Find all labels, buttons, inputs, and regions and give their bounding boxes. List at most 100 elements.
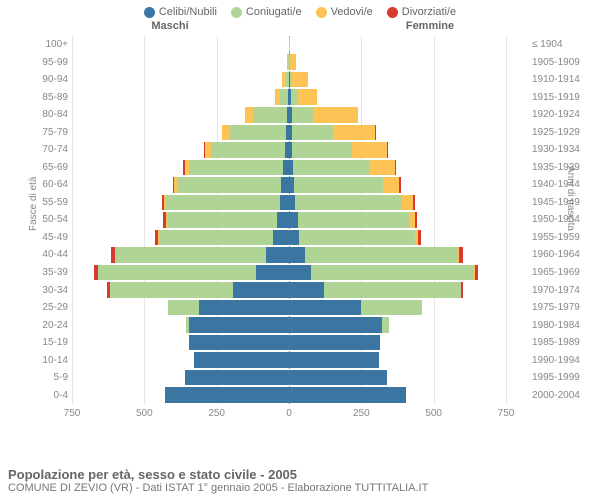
bar-row [72, 106, 506, 124]
male-half [72, 160, 289, 176]
seg-m [253, 107, 287, 123]
legend-label: Coniugati/e [246, 6, 302, 18]
seg-f [369, 160, 395, 176]
male-half [72, 387, 289, 403]
female-header: Femmine [300, 20, 600, 32]
age-label: 85-89 [38, 88, 70, 106]
seg-f [289, 247, 305, 263]
female-half [289, 317, 506, 333]
seg-f [289, 317, 382, 333]
seg-f [387, 142, 388, 158]
birth-label: 1995-1999 [530, 369, 586, 387]
seg-m [166, 195, 280, 211]
female-half [289, 142, 506, 158]
age-label: 35-39 [38, 264, 70, 282]
legend-swatch [231, 7, 242, 18]
bar-row [72, 88, 506, 106]
seg-f [289, 300, 361, 316]
birth-label: 1940-1944 [530, 176, 586, 194]
age-label: 90-94 [38, 71, 70, 89]
male-half [72, 282, 289, 298]
x-tick: 500 [425, 408, 442, 419]
bar-row [72, 159, 506, 177]
seg-f [289, 265, 311, 281]
legend-swatch [387, 7, 398, 18]
male-half [72, 37, 289, 53]
male-half [72, 142, 289, 158]
seg-m [98, 265, 256, 281]
age-label: 40-44 [38, 246, 70, 264]
age-label: 100+ [38, 36, 70, 54]
birth-label: 1975-1979 [530, 299, 586, 317]
age-label: 75-79 [38, 124, 70, 142]
age-label: 30-34 [38, 281, 70, 299]
seg-m [168, 212, 278, 228]
footer-subtitle: COMUNE DI ZEVIO (VR) - Dati ISTAT 1° gen… [8, 482, 592, 494]
seg-f [415, 212, 417, 228]
female-half [289, 107, 506, 123]
seg-m [280, 195, 289, 211]
bar-row [72, 229, 506, 247]
seg-f [461, 282, 463, 298]
gender-row: Maschi Femmine [0, 18, 600, 36]
male-half [72, 72, 289, 88]
y-left-labels: 0-45-910-1415-1920-2425-2930-3435-3940-4… [38, 36, 70, 404]
seg-f [399, 177, 401, 193]
bar-row [72, 386, 506, 404]
x-tick: 750 [64, 408, 81, 419]
seg-f [459, 247, 463, 263]
age-label: 20-24 [38, 316, 70, 334]
male-header: Maschi [0, 20, 300, 32]
birth-label: 1920-1924 [530, 106, 586, 124]
birth-label: 1950-1954 [530, 211, 586, 229]
seg-f [324, 282, 461, 298]
age-label: 45-49 [38, 229, 70, 247]
seg-f [292, 107, 313, 123]
birth-label: 1960-1964 [530, 246, 586, 264]
female-half [289, 300, 506, 316]
age-label: 60-64 [38, 176, 70, 194]
seg-f [289, 37, 290, 53]
birth-label: 1935-1939 [530, 159, 586, 177]
seg-m [230, 125, 286, 141]
seg-m [159, 230, 273, 246]
legend-swatch [144, 7, 155, 18]
birth-label: 1915-1919 [530, 88, 586, 106]
age-label: 5-9 [38, 369, 70, 387]
bar-row [72, 53, 506, 71]
legend-label: Vedovi/e [331, 6, 373, 18]
seg-m [115, 247, 265, 263]
male-half [72, 212, 289, 228]
seg-f [292, 125, 333, 141]
female-half [289, 352, 506, 368]
seg-f [289, 212, 298, 228]
footer: Popolazione per età, sesso e stato civil… [8, 467, 592, 494]
male-half [72, 335, 289, 351]
seg-m [245, 107, 253, 123]
seg-m [177, 177, 281, 193]
birth-label: 1990-1994 [530, 351, 586, 369]
female-half [289, 230, 506, 246]
bar-row [72, 71, 506, 89]
seg-m [189, 335, 289, 351]
birth-label: ≤ 1904 [530, 36, 586, 54]
seg-m [281, 177, 289, 193]
bar-row [72, 246, 506, 264]
seg-f [375, 125, 376, 141]
bar-row [72, 299, 506, 317]
seg-f [289, 230, 299, 246]
female-half [289, 335, 506, 351]
x-axis: 7505002500250500750 [72, 406, 506, 426]
bar-row [72, 176, 506, 194]
seg-f [293, 160, 369, 176]
seg-f [289, 282, 324, 298]
female-half [289, 37, 506, 53]
bar-row [72, 316, 506, 334]
legend-item: Celibi/Nubili [144, 6, 217, 18]
bar-row [72, 264, 506, 282]
seg-f [382, 317, 389, 333]
seg-f [311, 265, 474, 281]
x-tick: 0 [286, 408, 292, 419]
legend-label: Divorziati/e [402, 6, 456, 18]
seg-f [383, 177, 399, 193]
